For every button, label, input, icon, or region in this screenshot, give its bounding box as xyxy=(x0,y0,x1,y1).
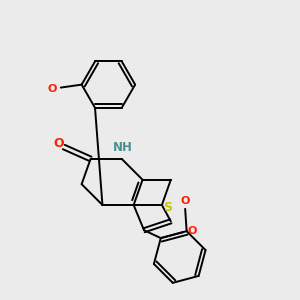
Text: O: O xyxy=(188,226,197,236)
Text: O: O xyxy=(53,137,64,150)
Text: NH: NH xyxy=(113,141,133,154)
Text: S: S xyxy=(163,202,172,214)
Text: O: O xyxy=(181,196,190,206)
Text: O: O xyxy=(48,84,57,94)
